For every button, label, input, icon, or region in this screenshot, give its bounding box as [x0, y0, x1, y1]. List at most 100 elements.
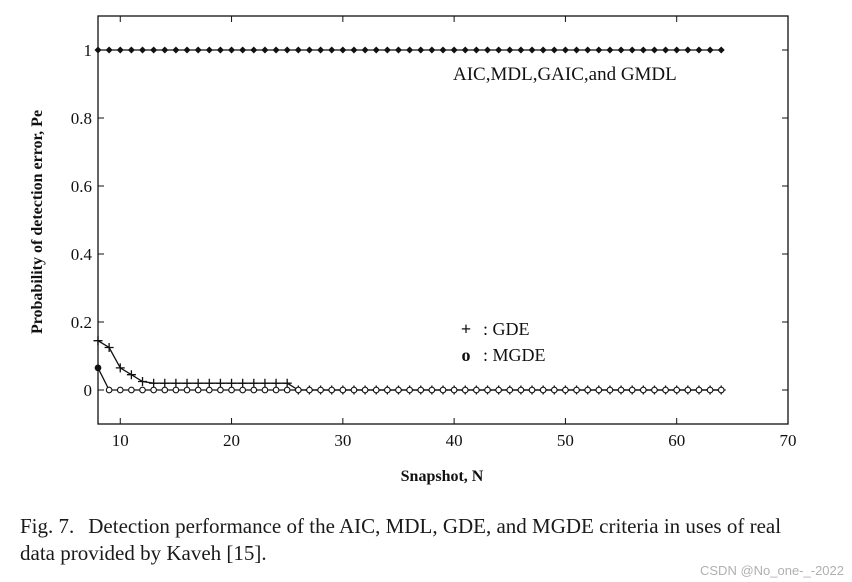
data-point-circle	[639, 386, 647, 394]
data-point-diamond	[461, 46, 469, 54]
data-point-diamond	[228, 46, 236, 54]
data-point-circle	[439, 386, 447, 394]
data-point-plus	[138, 377, 148, 386]
data-point-diamond	[706, 46, 714, 54]
data-point-diamond	[484, 46, 492, 54]
data-point-diamond	[127, 46, 135, 54]
data-point-circle	[395, 386, 402, 394]
data-point-diamond	[261, 46, 269, 54]
data-point-diamond	[595, 46, 603, 54]
data-point-circle	[550, 386, 558, 394]
data-point-diamond	[406, 46, 414, 54]
data-point-circle	[283, 386, 291, 394]
data-point-circle	[217, 386, 224, 394]
data-point-circle	[105, 386, 113, 394]
data-point-circle	[94, 364, 102, 372]
data-point-plus	[238, 378, 248, 388]
data-point-diamond	[550, 46, 558, 54]
data-point-diamond	[639, 46, 647, 54]
data-point-diamond	[439, 46, 447, 54]
data-point-plus	[171, 378, 181, 388]
data-point-diamond	[305, 46, 313, 54]
data-point-diamond	[172, 46, 180, 54]
top-series-annotation: AIC,MDL,GAIC,and GMDL	[453, 64, 677, 85]
data-point-circle	[194, 386, 202, 394]
data-point-diamond	[294, 46, 302, 54]
data-point-plus	[104, 343, 114, 352]
data-point-circle	[684, 386, 692, 394]
y-tick-label: 0.4	[71, 245, 93, 264]
data-point-plus	[160, 378, 170, 388]
x-tick-label: 30	[334, 431, 351, 450]
data-point-circle	[673, 386, 681, 394]
data-point-diamond	[205, 46, 213, 54]
data-point-diamond	[539, 46, 547, 54]
data-point-circle	[595, 386, 603, 394]
data-point-diamond	[394, 46, 402, 54]
data-point-circle	[317, 386, 324, 394]
data-point-diamond	[573, 46, 581, 54]
data-point-plus	[249, 378, 259, 388]
legend-text: : GDE	[483, 319, 530, 339]
data-point-circle	[272, 386, 280, 394]
data-point-circle	[183, 386, 191, 394]
y-tick-label: 0	[84, 381, 93, 400]
x-tick-label: 10	[112, 431, 129, 450]
data-point-diamond	[361, 46, 369, 54]
caption-text: Detection performance of the AIC, MDL, G…	[20, 514, 782, 565]
y-tick-label: 0.2	[71, 313, 92, 332]
data-point-diamond	[94, 46, 102, 54]
data-point-diamond	[239, 46, 247, 54]
data-point-circle	[228, 386, 235, 394]
data-point-circle	[328, 386, 336, 394]
data-point-diamond	[617, 46, 625, 54]
data-point-circle	[517, 386, 525, 394]
data-point-diamond	[328, 46, 336, 54]
data-point-circle	[528, 386, 536, 394]
data-point-circle	[250, 386, 258, 394]
data-point-diamond	[662, 46, 670, 54]
data-point-plus	[282, 378, 292, 388]
x-axis-label: Snapshot, N	[401, 468, 484, 485]
caption-label: Fig. 7.	[20, 514, 75, 538]
data-point-circle	[306, 386, 313, 394]
data-point-circle	[695, 386, 703, 394]
legend-symbol: +	[461, 319, 471, 339]
data-point-diamond	[105, 46, 113, 54]
watermark: CSDN @No_one-_-2022	[700, 563, 844, 578]
data-point-circle	[128, 386, 135, 394]
data-point-circle	[161, 386, 169, 394]
y-tick-label: 0.6	[71, 177, 92, 196]
data-point-circle	[172, 386, 180, 394]
data-point-circle	[473, 386, 480, 394]
data-point-circle	[384, 386, 391, 394]
data-point-diamond	[139, 46, 147, 54]
data-point-diamond	[339, 46, 347, 54]
data-point-circle	[706, 386, 714, 394]
data-point-diamond	[472, 46, 480, 54]
data-point-circle	[584, 386, 592, 394]
data-point-plus	[227, 378, 237, 388]
data-point-circle	[361, 386, 369, 394]
data-point-plus	[215, 378, 225, 388]
legend-symbol: o	[462, 345, 471, 365]
data-point-circle	[139, 386, 146, 394]
y-tick-label: 1	[84, 41, 93, 60]
x-tick-label: 60	[668, 431, 685, 450]
data-point-diamond	[150, 46, 158, 54]
data-point-diamond	[272, 46, 280, 54]
data-point-diamond	[350, 46, 358, 54]
data-point-circle	[406, 386, 413, 394]
data-point-circle	[261, 386, 269, 394]
data-point-circle	[573, 386, 580, 394]
data-point-diamond	[428, 46, 436, 54]
data-point-diamond	[584, 46, 592, 54]
plot-frame	[97, 15, 789, 425]
data-point-plus	[93, 336, 103, 346]
data-point-circle	[150, 386, 157, 394]
data-point-circle	[450, 386, 458, 394]
data-point-diamond	[684, 46, 692, 54]
data-point-plus	[193, 378, 203, 388]
x-tick-label: 50	[557, 431, 574, 450]
data-point-diamond	[383, 46, 391, 54]
